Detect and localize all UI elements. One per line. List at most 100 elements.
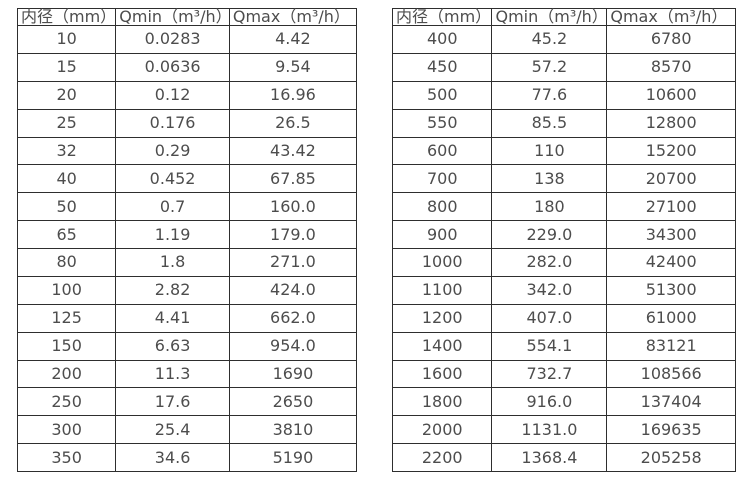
table-row: 400 45.2 6780 xyxy=(391,25,736,54)
cell-diameter: 40 xyxy=(16,164,117,194)
table-row: 350 34.6 5190 xyxy=(16,443,358,472)
cell-qmin: 0.452 xyxy=(115,164,230,194)
flow-table-small-diameters: 内径（mm） Qmin（m³/h） Qmax（m³/h） 10 0.0283 4.4… xyxy=(16,8,358,472)
cell-diameter: 200 xyxy=(16,359,117,389)
cell-qmax: 42400 xyxy=(606,248,736,277)
cell-qmax: 205258 xyxy=(606,443,736,472)
cell-qmin: 110 xyxy=(491,136,608,166)
table-row: 1800 916.0 137404 xyxy=(391,387,736,417)
table-header-row: 内径（mm） Qmin（m³/h） Qmax（m³/h） xyxy=(16,8,358,26)
cell-qmin: 34.6 xyxy=(115,443,230,472)
cell-diameter: 2200 xyxy=(391,443,493,472)
cell-diameter: 150 xyxy=(16,331,117,361)
cell-qmin: 4.41 xyxy=(115,303,230,333)
table-row: 10 0.0283 4.42 xyxy=(16,25,358,54)
cell-diameter: 20 xyxy=(16,80,117,110)
cell-qmax: 160.0 xyxy=(228,192,358,222)
table-row: 50 0.7 160.0 xyxy=(16,192,358,222)
cell-qmin: 17.6 xyxy=(115,387,230,417)
cell-qmax: 3810 xyxy=(228,415,358,445)
cell-diameter: 125 xyxy=(16,303,117,333)
cell-diameter: 50 xyxy=(16,192,117,222)
cell-qmax: 61000 xyxy=(606,303,736,333)
table-row: 300 25.4 3810 xyxy=(16,415,358,445)
table-row: 25 0.176 26.5 xyxy=(16,108,358,138)
cell-qmin: 77.6 xyxy=(491,80,608,110)
table-row: 600 110 15200 xyxy=(391,136,736,166)
cell-qmin: 1368.4 xyxy=(491,443,608,472)
cell-qmin: 1131.0 xyxy=(491,415,608,445)
cell-qmax: 26.5 xyxy=(228,108,358,138)
cell-diameter: 700 xyxy=(391,164,493,194)
cell-qmin: 916.0 xyxy=(491,387,608,417)
cell-diameter: 80 xyxy=(16,248,117,277)
table-row: 150 6.63 954.0 xyxy=(16,331,358,361)
cell-qmax: 137404 xyxy=(606,387,736,417)
cell-diameter: 65 xyxy=(16,220,117,249)
cell-diameter: 450 xyxy=(391,52,493,82)
table-row: 15 0.0636 9.54 xyxy=(16,52,358,82)
cell-qmin: 0.12 xyxy=(115,80,230,110)
cell-diameter: 10 xyxy=(16,25,117,54)
cell-qmin: 0.7 xyxy=(115,192,230,222)
table-row: 1200 407.0 61000 xyxy=(391,303,736,333)
cell-diameter: 300 xyxy=(16,415,117,445)
cell-qmax: 169635 xyxy=(606,415,736,445)
cell-diameter: 600 xyxy=(391,136,493,166)
cell-qmax: 1690 xyxy=(228,359,358,389)
cell-diameter: 500 xyxy=(391,80,493,110)
cell-diameter: 100 xyxy=(16,275,117,305)
cell-qmin: 1.19 xyxy=(115,220,230,249)
cell-qmax: 4.42 xyxy=(228,25,358,54)
table-row: 250 17.6 2650 xyxy=(16,387,358,417)
cell-qmin: 0.0636 xyxy=(115,52,230,82)
cell-qmin: 1.8 xyxy=(115,248,230,277)
table-row: 65 1.19 179.0 xyxy=(16,220,358,249)
cell-diameter: 250 xyxy=(16,387,117,417)
cell-qmin: 25.4 xyxy=(115,415,230,445)
cell-diameter: 1400 xyxy=(391,331,493,361)
column-header-diameter: 内径（mm） xyxy=(391,8,493,26)
table-row: 1400 554.1 83121 xyxy=(391,331,736,361)
cell-qmin: 57.2 xyxy=(491,52,608,82)
table-row: 80 1.8 271.0 xyxy=(16,248,358,277)
cell-qmax: 15200 xyxy=(606,136,736,166)
table-row: 40 0.452 67.85 xyxy=(16,164,358,194)
cell-qmax: 16.96 xyxy=(228,80,358,110)
cell-diameter: 800 xyxy=(391,192,493,222)
cell-diameter: 550 xyxy=(391,108,493,138)
cell-qmax: 424.0 xyxy=(228,275,358,305)
table-row: 100 2.82 424.0 xyxy=(16,275,358,305)
cell-qmin: 138 xyxy=(491,164,608,194)
table-row: 500 77.6 10600 xyxy=(391,80,736,110)
cell-diameter: 32 xyxy=(16,136,117,166)
cell-qmin: 11.3 xyxy=(115,359,230,389)
column-header-diameter: 内径（mm） xyxy=(16,8,117,26)
cell-qmin: 229.0 xyxy=(491,220,608,249)
table-row: 2200 1368.4 205258 xyxy=(391,443,736,472)
cell-diameter: 25 xyxy=(16,108,117,138)
cell-qmax: 2650 xyxy=(228,387,358,417)
table-row: 200 11.3 1690 xyxy=(16,359,358,389)
column-header-qmin: Qmin（m³/h） xyxy=(115,8,232,26)
table-row: 1000 282.0 42400 xyxy=(391,248,736,277)
table-row: 800 180 27100 xyxy=(391,192,736,222)
cell-diameter: 900 xyxy=(391,220,493,249)
cell-qmin: 180 xyxy=(491,192,608,222)
table-row: 900 229.0 34300 xyxy=(391,220,736,249)
cell-qmax: 10600 xyxy=(606,80,736,110)
cell-qmax: 954.0 xyxy=(228,331,358,361)
cell-qmin: 554.1 xyxy=(491,331,608,361)
cell-diameter: 1800 xyxy=(391,387,493,417)
cell-qmax: 83121 xyxy=(606,331,736,361)
cell-qmax: 5190 xyxy=(228,443,358,472)
flow-table-large-diameters: 内径（mm） Qmin（m³/h） Qmax（m³/h） 400 45.2 6780… xyxy=(391,8,736,472)
cell-diameter: 1000 xyxy=(391,248,493,277)
column-header-qmax: Qmax（m³/h） xyxy=(228,8,358,26)
cell-qmax: 271.0 xyxy=(228,248,358,277)
cell-diameter: 1600 xyxy=(391,359,493,389)
cell-qmin: 6.63 xyxy=(115,331,230,361)
cell-qmin: 2.82 xyxy=(115,275,230,305)
cell-qmax: 34300 xyxy=(606,220,736,249)
cell-qmax: 662.0 xyxy=(228,303,358,333)
